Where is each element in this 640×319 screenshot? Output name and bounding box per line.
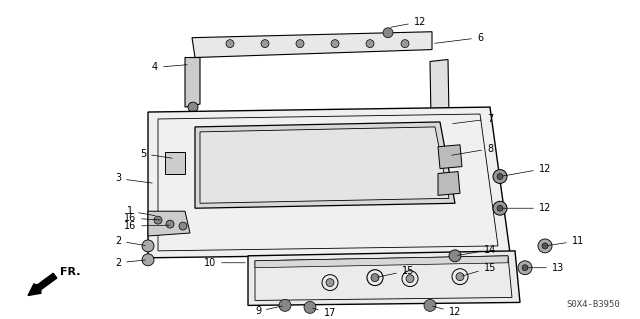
Circle shape [188,102,198,112]
Polygon shape [148,107,510,258]
Text: 6: 6 [435,33,483,43]
Text: 14: 14 [458,245,496,255]
Circle shape [493,170,507,183]
Circle shape [261,40,269,48]
Text: 7: 7 [452,114,493,124]
Text: 16: 16 [124,213,160,223]
Polygon shape [438,145,462,168]
Polygon shape [165,152,185,174]
Text: 5: 5 [140,149,172,159]
Circle shape [383,28,393,38]
Text: 2: 2 [115,258,145,268]
Circle shape [226,40,234,48]
Circle shape [518,261,532,275]
Polygon shape [438,172,460,195]
Text: FR.: FR. [60,267,81,277]
Text: 16: 16 [124,221,169,231]
Text: 15: 15 [463,263,496,276]
Text: 12: 12 [503,164,551,176]
Circle shape [296,40,304,48]
Circle shape [142,254,154,266]
Circle shape [456,273,464,281]
Text: 9: 9 [255,306,282,316]
Circle shape [538,239,552,253]
Circle shape [154,216,162,224]
Text: 15: 15 [378,266,414,277]
Text: 11: 11 [548,236,584,246]
Circle shape [304,301,316,313]
Circle shape [449,250,461,262]
Polygon shape [255,256,508,268]
Circle shape [542,243,548,249]
Circle shape [406,275,414,283]
Circle shape [279,300,291,311]
Circle shape [493,201,507,215]
Polygon shape [195,122,455,208]
Circle shape [179,222,187,230]
Polygon shape [430,60,450,175]
Text: 3: 3 [115,174,152,183]
Circle shape [435,114,445,124]
Circle shape [497,205,503,211]
Circle shape [326,278,334,286]
Circle shape [371,274,379,282]
Circle shape [522,265,528,271]
Circle shape [424,300,436,311]
Polygon shape [148,211,190,236]
Text: S0X4-B3950: S0X4-B3950 [566,300,620,309]
Polygon shape [192,32,432,57]
Circle shape [497,174,503,180]
Text: 13: 13 [528,263,564,273]
Circle shape [331,40,339,48]
FancyArrow shape [28,273,57,295]
Polygon shape [248,251,520,305]
Text: 10: 10 [204,258,245,268]
Circle shape [401,40,409,48]
Text: 17: 17 [313,308,336,318]
Polygon shape [185,57,200,107]
Text: 12: 12 [503,203,551,213]
Circle shape [435,149,445,159]
Circle shape [366,40,374,48]
Circle shape [166,220,174,228]
Text: 8: 8 [452,144,493,155]
Text: 12: 12 [391,17,426,27]
Text: 1: 1 [127,206,156,216]
Circle shape [142,240,154,252]
Text: 2: 2 [115,236,145,246]
Text: 4: 4 [152,63,188,72]
Polygon shape [200,127,449,203]
Text: 12: 12 [433,306,461,317]
